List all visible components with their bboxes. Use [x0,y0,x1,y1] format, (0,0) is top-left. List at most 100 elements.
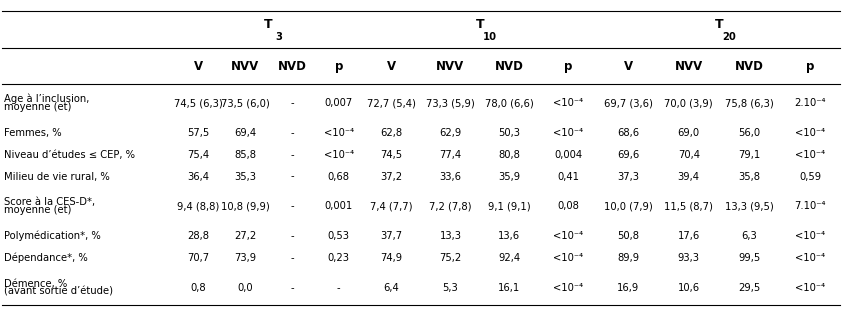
Text: NVD: NVD [495,60,524,73]
Text: (avant sortie d’étude): (avant sortie d’étude) [4,287,113,297]
Text: 3: 3 [275,32,282,42]
Text: 70,4: 70,4 [678,150,700,160]
Text: 80,8: 80,8 [498,150,520,160]
Text: NVD: NVD [278,60,306,73]
Text: 70,7: 70,7 [188,253,210,263]
Text: 57,5: 57,5 [188,128,210,138]
Text: 0,23: 0,23 [328,253,349,263]
Text: 7,2 (7,8): 7,2 (7,8) [429,201,472,211]
Text: 62,8: 62,8 [381,128,402,138]
Text: V: V [194,60,203,73]
Text: 85,8: 85,8 [234,150,256,160]
Text: 37,7: 37,7 [381,231,402,241]
Text: 69,4: 69,4 [234,128,256,138]
Text: 13,3: 13,3 [440,231,461,241]
Text: 10,8 (9,9): 10,8 (9,9) [221,201,269,211]
Text: 20: 20 [722,32,736,42]
Text: 77,4: 77,4 [440,150,461,160]
Text: NVD: NVD [735,60,764,73]
Text: <10⁻⁴: <10⁻⁴ [553,253,584,263]
Text: moyenne (et): moyenne (et) [4,205,72,216]
Text: 74,9: 74,9 [381,253,402,263]
Text: NVV: NVV [231,60,259,73]
Text: <10⁻⁴: <10⁻⁴ [553,283,584,293]
Text: Dépendance*, %: Dépendance*, % [4,253,88,263]
Text: p: p [334,60,343,73]
Text: 93,3: 93,3 [678,253,700,263]
Text: 50,8: 50,8 [617,231,639,241]
Text: 2.10⁻⁴: 2.10⁻⁴ [794,98,826,108]
Text: 7,4 (7,7): 7,4 (7,7) [370,201,413,211]
Text: <10⁻⁴: <10⁻⁴ [795,253,825,263]
Text: Polymédication*, %: Polymédication*, % [4,231,101,241]
Text: 10,6: 10,6 [678,283,700,293]
Text: T: T [715,18,723,31]
Text: 36,4: 36,4 [188,172,210,182]
Text: 17,6: 17,6 [678,231,700,241]
Text: NVV: NVV [674,60,703,73]
Text: 5,3: 5,3 [443,283,458,293]
Text: 0,59: 0,59 [799,172,821,182]
Text: 29,5: 29,5 [738,283,760,293]
Text: 7.10⁻⁴: 7.10⁻⁴ [794,201,826,211]
Text: Femmes, %: Femmes, % [4,128,61,138]
Text: 11,5 (8,7): 11,5 (8,7) [664,201,713,211]
Text: <10⁻⁴: <10⁻⁴ [795,231,825,241]
Text: -: - [290,201,294,211]
Text: -: - [290,283,294,293]
Text: Score à la CES-D*,: Score à la CES-D*, [4,197,95,207]
Text: 68,6: 68,6 [617,128,639,138]
Text: 13,6: 13,6 [498,231,520,241]
Text: 99,5: 99,5 [738,253,760,263]
Text: Milieu de vie rural, %: Milieu de vie rural, % [4,172,110,182]
Text: 35,9: 35,9 [498,172,520,182]
Text: 69,7 (3,6): 69,7 (3,6) [604,98,653,108]
Text: 0,68: 0,68 [328,172,349,182]
Text: 9,4 (8,8): 9,4 (8,8) [178,201,220,211]
Text: <10⁻⁴: <10⁻⁴ [795,150,825,160]
Text: 0,007: 0,007 [324,98,353,108]
Text: 75,8 (6,3): 75,8 (6,3) [725,98,774,108]
Text: 72,7 (5,4): 72,7 (5,4) [367,98,416,108]
Text: 74,5 (6,3): 74,5 (6,3) [174,98,223,108]
Text: <10⁻⁴: <10⁻⁴ [323,150,354,160]
Text: 0,53: 0,53 [328,231,349,241]
Text: 10,0 (7,9): 10,0 (7,9) [604,201,653,211]
Text: 56,0: 56,0 [738,128,760,138]
Text: Démence, %: Démence, % [4,279,67,289]
Text: <10⁻⁴: <10⁻⁴ [553,231,584,241]
Text: -: - [290,172,294,182]
Text: 10: 10 [483,32,497,42]
Text: 35,8: 35,8 [738,172,760,182]
Text: T: T [476,18,484,31]
Text: <10⁻⁴: <10⁻⁴ [553,98,584,108]
Text: 92,4: 92,4 [498,253,520,263]
Text: -: - [290,231,294,241]
Text: 70,0 (3,9): 70,0 (3,9) [664,98,713,108]
Text: 73,3 (5,9): 73,3 (5,9) [426,98,475,108]
Text: 28,8: 28,8 [188,231,210,241]
Text: V: V [624,60,632,73]
Text: <10⁻⁴: <10⁻⁴ [795,283,825,293]
Text: 6,3: 6,3 [742,231,757,241]
Text: <10⁻⁴: <10⁻⁴ [323,128,354,138]
Text: moyenne (et): moyenne (et) [4,102,72,112]
Text: 69,0: 69,0 [678,128,700,138]
Text: 73,5 (6,0): 73,5 (6,0) [221,98,269,108]
Text: -: - [290,150,294,160]
Text: 0,004: 0,004 [554,150,583,160]
Text: 73,9: 73,9 [234,253,256,263]
Text: 33,6: 33,6 [440,172,461,182]
Text: 27,2: 27,2 [234,231,256,241]
Text: 9,1 (9,1): 9,1 (9,1) [488,201,530,211]
Text: 37,3: 37,3 [617,172,639,182]
Text: 39,4: 39,4 [678,172,700,182]
Text: NVV: NVV [436,60,465,73]
Text: V: V [387,60,396,73]
Text: Niveau d’études ≤ CEP, %: Niveau d’études ≤ CEP, % [4,150,136,160]
Text: 0,001: 0,001 [324,201,353,211]
Text: 6,4: 6,4 [384,283,399,293]
Text: 75,4: 75,4 [188,150,210,160]
Text: 35,3: 35,3 [234,172,256,182]
Text: 16,1: 16,1 [498,283,520,293]
